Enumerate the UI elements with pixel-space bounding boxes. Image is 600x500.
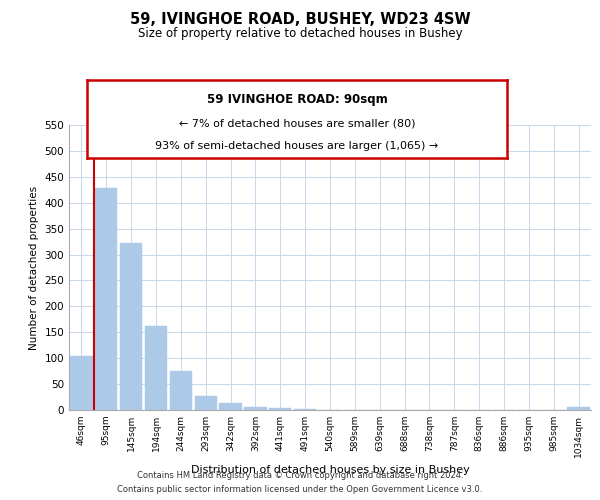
Bar: [269, 408, 292, 410]
Text: 59 IVINGHOE ROAD: 90sqm: 59 IVINGHOE ROAD: 90sqm: [206, 93, 388, 106]
Bar: [194, 396, 217, 410]
Text: 59, IVINGHOE ROAD, BUSHEY, WD23 4SW: 59, IVINGHOE ROAD, BUSHEY, WD23 4SW: [130, 12, 470, 28]
Bar: [145, 326, 167, 410]
Text: ← 7% of detached houses are smaller (80): ← 7% of detached houses are smaller (80): [179, 118, 415, 128]
Y-axis label: Number of detached properties: Number of detached properties: [29, 186, 39, 350]
Text: Contains public sector information licensed under the Open Government Licence v3: Contains public sector information licen…: [118, 484, 482, 494]
X-axis label: Distribution of detached houses by size in Bushey: Distribution of detached houses by size …: [191, 465, 469, 475]
Bar: [220, 404, 242, 410]
Text: 93% of semi-detached houses are larger (1,065) →: 93% of semi-detached houses are larger (…: [155, 141, 439, 151]
Bar: [568, 408, 590, 410]
Bar: [95, 188, 118, 410]
Bar: [244, 408, 266, 410]
Text: Size of property relative to detached houses in Bushey: Size of property relative to detached ho…: [137, 28, 463, 40]
Bar: [120, 243, 142, 410]
Bar: [170, 371, 192, 410]
Text: Contains HM Land Registry data © Crown copyright and database right 2024.: Contains HM Land Registry data © Crown c…: [137, 472, 463, 480]
Bar: [70, 356, 92, 410]
